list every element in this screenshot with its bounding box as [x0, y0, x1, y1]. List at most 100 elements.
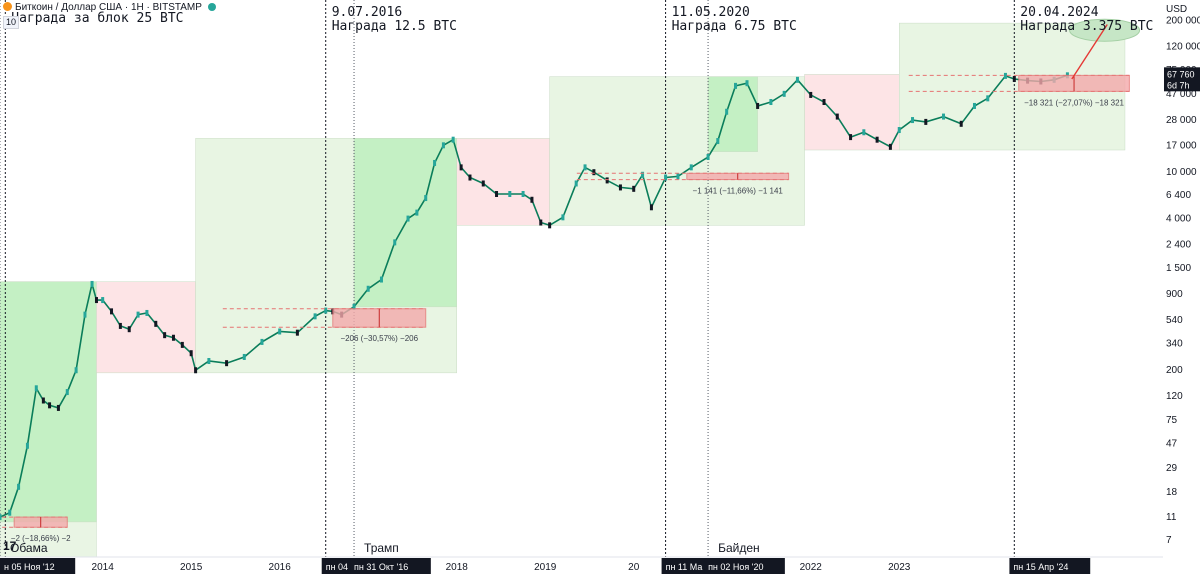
price-point: [561, 214, 565, 221]
price-point: [924, 118, 928, 125]
price-point: [352, 303, 356, 310]
price-point: [664, 174, 668, 181]
halving-lines: [0, 0, 1015, 557]
price-point: [313, 313, 317, 320]
price-point: [433, 159, 437, 166]
halving-reward: Награда 6.75 BTC: [672, 19, 797, 34]
time-tick: 2018: [446, 562, 469, 573]
price-point: [17, 483, 21, 490]
halving-date: 11.05.2020: [672, 5, 750, 20]
time-tick: 2022: [800, 562, 823, 573]
price-point: [592, 169, 596, 176]
price-tick: 4 000: [1166, 214, 1191, 225]
halving-reward: Награда за блок 25 BTC: [11, 11, 183, 26]
price-tick: 28 000: [1166, 115, 1197, 126]
price-tick: 11: [1166, 512, 1177, 523]
price-point: [911, 117, 915, 124]
price-point: [242, 353, 246, 360]
price-point: [986, 95, 990, 102]
measure-label: −206 (−30,57%) −206: [340, 334, 418, 343]
price-point: [835, 113, 839, 120]
symbol-header[interactable]: Биткоин / Доллар США · 1Н · BITSTAMP: [3, 2, 216, 13]
price-point: [118, 322, 122, 329]
price-point: [481, 180, 485, 187]
price-tick: 120 000: [1166, 41, 1200, 52]
date-tag-bg: [350, 558, 431, 574]
time-tick: 2019: [534, 562, 557, 573]
price-tick: 1 500: [1166, 263, 1191, 274]
price-point: [393, 239, 397, 246]
price-point: [451, 136, 455, 143]
price-point: [194, 367, 198, 374]
price-point: [734, 82, 738, 89]
price-point: [745, 80, 749, 87]
measure-label: −1 141 (−11,66%) −1 141: [693, 187, 784, 196]
event-label: Байден: [718, 541, 760, 555]
price-point: [41, 397, 45, 404]
price-tick: 900: [1166, 289, 1183, 300]
price-point: [324, 307, 328, 314]
price-point: [415, 209, 419, 216]
time-tick: 2023: [888, 562, 911, 573]
price-point: [171, 334, 175, 341]
market-status-icon: [207, 3, 216, 11]
price-tick: 10 000: [1166, 167, 1197, 178]
price-point: [583, 164, 587, 171]
price-point: [888, 143, 892, 150]
cycle-3-rally-box: [707, 76, 758, 152]
price-point: [897, 127, 901, 134]
date-tag-bg: [0, 558, 76, 574]
indicator-count-badge[interactable]: 10: [3, 16, 20, 29]
last-price-tag: [1164, 67, 1200, 92]
price-axis-bg: [1163, 0, 1200, 575]
price-point: [0, 514, 2, 521]
price-point: [101, 297, 105, 304]
date-tag: пн 11 Ма: [666, 562, 703, 572]
price-point: [110, 308, 114, 315]
time-tick: 20: [628, 562, 640, 573]
price-point: [163, 332, 167, 339]
price-point: [539, 219, 543, 226]
price-point: [574, 180, 578, 187]
price-tick: 6 400: [1166, 190, 1191, 201]
cycle-1-rally-box: [0, 281, 97, 523]
price-tick: 2 400: [1166, 239, 1191, 250]
time-axis[interactable]: 2014201520162018201920202220232025н 05 Н…: [0, 539, 1200, 575]
time-tick: 2016: [269, 562, 292, 573]
measurements: −2 (−18,66%) −2 −206 (−30,57%) −206 −1 141…: [0, 24, 1130, 543]
measure-label: −18 321 (−27,07%) −18 321: [1024, 98, 1124, 107]
price-point: [295, 329, 299, 336]
symbol-title: Биткоин / Доллар США · 1Н · BITSTAMP: [15, 2, 202, 13]
price-point: [136, 311, 140, 318]
price-tick: 7: [1166, 535, 1172, 546]
price-point: [959, 120, 963, 127]
tradingview-logo-icon: 17: [3, 539, 17, 553]
price-tick: 540: [1166, 315, 1183, 326]
halving-reward: Награда 3.375 BTC: [1020, 19, 1153, 34]
price-point: [756, 102, 760, 109]
halving-reward: Награда 12.5 BTC: [332, 19, 457, 34]
price-point: [548, 222, 552, 229]
price-point: [849, 134, 853, 141]
price-point: [521, 191, 525, 198]
cycle-3-range-box: [549, 76, 805, 226]
price-point: [278, 328, 282, 335]
price-point: [706, 153, 710, 160]
price-point: [379, 276, 383, 283]
time-tick: 2015: [180, 562, 203, 573]
price-point: [127, 326, 131, 333]
halving-date: 20.04.2024: [1020, 5, 1098, 20]
price-point: [822, 99, 826, 106]
price-point: [649, 204, 653, 211]
price-point: [56, 404, 60, 411]
price-point: [459, 164, 463, 171]
event-label: Обама: [10, 541, 48, 555]
price-point: [406, 215, 410, 222]
price-tick: 47: [1166, 439, 1178, 450]
price-point: [48, 402, 52, 409]
target-ellipse: [1069, 18, 1141, 42]
price-point: [716, 138, 720, 145]
